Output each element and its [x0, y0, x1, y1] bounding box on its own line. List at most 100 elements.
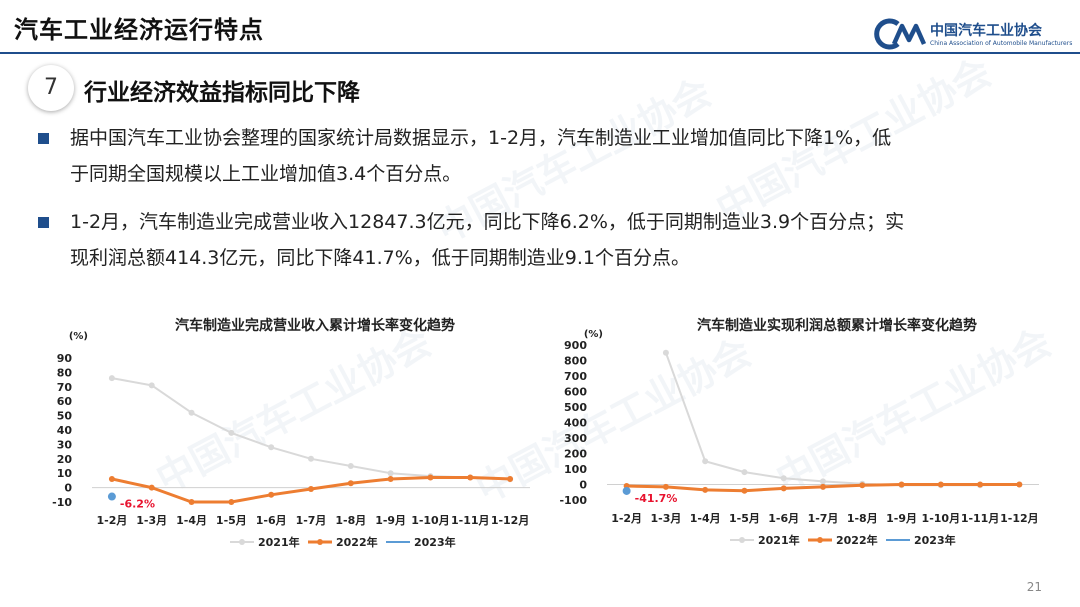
- data-point: [820, 478, 826, 485]
- x-tick-label: 1-10月: [922, 512, 961, 525]
- data-point: [937, 481, 944, 488]
- bullet-square-icon: [38, 133, 49, 144]
- y-tick-label: 50: [57, 410, 73, 423]
- bullet-line: 现利润总额414.3亿元，同比下降41.7%，低于同期制造业9.1个百分点。: [70, 247, 690, 269]
- x-tick-label: 1-2月: [96, 514, 127, 527]
- data-point: [977, 481, 984, 488]
- x-tick-label: 1-2月: [611, 512, 642, 525]
- x-tick-label: 1-5月: [216, 514, 247, 527]
- profit-growth-chart: 汽车制造业实现利润总额累计增长率变化趋势 (%) -100 0 100 200 300 400…: [559, 317, 1039, 547]
- legend-label: 2022年: [336, 535, 378, 549]
- y-tick-label: 600: [564, 386, 587, 399]
- section-header: 7 行业经济效益指标同比下降: [0, 62, 1080, 114]
- y-tick-label: 400: [564, 417, 587, 430]
- data-point: [780, 485, 787, 492]
- y-tick-label: 40: [57, 424, 73, 437]
- bullet-line: 1-2月，汽车制造业完成营业收入12847.3亿元，同比下降6.2%，低于同期制…: [70, 211, 905, 233]
- data-point: [622, 486, 631, 495]
- x-tick-label: 1-8月: [847, 512, 878, 525]
- bullet-line: 于同期全国规模以上工业增加值3.4个百分点。: [70, 163, 462, 185]
- bullet-item: 1-2月，汽车制造业完成营业收入12847.3亿元，同比下降6.2%，低于同期制…: [38, 204, 1048, 276]
- section-number: 7: [44, 75, 58, 100]
- x-tick-label: 1-7月: [808, 512, 839, 525]
- data-point: [308, 455, 314, 462]
- logo-name: 中国汽车工业协会: [930, 23, 1042, 39]
- page-number: 21: [1026, 580, 1042, 594]
- data-point: [702, 458, 709, 465]
- legend-label: 2023年: [914, 533, 956, 547]
- bullet-square-icon: [38, 217, 49, 228]
- y-tick-label: 0: [64, 482, 72, 495]
- x-tick-label: 1-6月: [256, 514, 287, 527]
- section-title: 行业经济效益指标同比下降: [84, 80, 360, 106]
- data-point: [507, 475, 514, 482]
- y-tick-label: 500: [564, 401, 587, 414]
- x-tick-label: 1-6月: [768, 512, 799, 525]
- data-point: [347, 480, 354, 487]
- x-tick-label: 1-4月: [690, 512, 721, 525]
- y-unit-label: (%): [69, 331, 88, 342]
- data-point: [702, 486, 709, 493]
- data-point: [741, 487, 748, 494]
- logo: 中国汽车工业协会 China Association of Automobile…: [872, 18, 1072, 52]
- logo-english: China Association of Automobile Manufact…: [930, 40, 1073, 47]
- logo-mark-icon: [874, 18, 927, 50]
- x-tick-label: 1-11月: [451, 514, 490, 527]
- y-tick-label: 20: [57, 453, 73, 466]
- y-tick-label: 80: [57, 366, 73, 379]
- legend-label: 2021年: [758, 533, 800, 547]
- data-point: [780, 475, 787, 482]
- data-point: [108, 375, 115, 382]
- x-tick-label: 1-12月: [491, 514, 530, 527]
- data-point: [148, 484, 155, 491]
- page-title: 汽车工业经济运行特点: [14, 16, 264, 44]
- x-tick-label: 1-3月: [650, 512, 681, 525]
- data-label: -6.2%: [120, 498, 155, 511]
- y-tick-label: 800: [564, 355, 587, 368]
- data-point: [662, 349, 669, 356]
- data-point: [228, 429, 235, 436]
- series-line-2021年: [664, 352, 1020, 487]
- bullet-item: 据中国汽车工业协会整理的国家统计局数据显示，1-2月，汽车制造业工业增加值同比下…: [38, 120, 1048, 192]
- x-tick-label: 1-12月: [1000, 512, 1039, 525]
- data-point: [427, 474, 434, 481]
- data-point: [148, 382, 155, 389]
- y-tick-label: -100: [559, 494, 587, 507]
- legend-marker: [317, 539, 323, 545]
- y-tick-label: 70: [57, 381, 73, 394]
- chart-title: 汽车制造业完成营业收入累计增长率变化趋势: [175, 317, 455, 334]
- y-tick-label: 700: [564, 370, 587, 383]
- section-number-disc: [28, 65, 74, 111]
- x-tick-label: 1-8月: [335, 514, 366, 527]
- legend-label: 2021年: [258, 535, 300, 549]
- legend-label: 2022年: [836, 533, 878, 547]
- data-point: [662, 483, 669, 490]
- y-tick-label: 300: [564, 432, 587, 445]
- data-point: [268, 444, 275, 451]
- data-point: [188, 499, 195, 505]
- x-tick-label: 1-9月: [886, 512, 917, 525]
- data-point: [228, 499, 235, 505]
- bullet-line: 据中国汽车工业协会整理的国家统计局数据显示，1-2月，汽车制造业工业增加值同比下…: [70, 127, 892, 149]
- y-tick-label: -10: [52, 496, 72, 509]
- data-point: [741, 469, 748, 476]
- data-point: [1016, 481, 1023, 488]
- data-label: -41.7%: [635, 492, 678, 505]
- y-tick-label: 900: [564, 339, 587, 352]
- data-point: [820, 483, 826, 490]
- data-point: [308, 486, 314, 493]
- data-point: [108, 475, 115, 482]
- legend-label: 2023年: [414, 535, 456, 549]
- y-unit-label: (%): [584, 329, 603, 340]
- data-point: [387, 475, 394, 482]
- data-point: [467, 474, 474, 481]
- x-tick-label: 1-11月: [961, 512, 1000, 525]
- x-tick-label: 1-7月: [296, 514, 327, 527]
- data-point: [107, 492, 116, 501]
- y-tick-label: 0: [579, 479, 587, 492]
- data-point: [898, 481, 905, 488]
- y-tick-label: 100: [564, 463, 587, 476]
- series-line-2021年: [111, 377, 511, 480]
- legend-marker: [739, 537, 745, 543]
